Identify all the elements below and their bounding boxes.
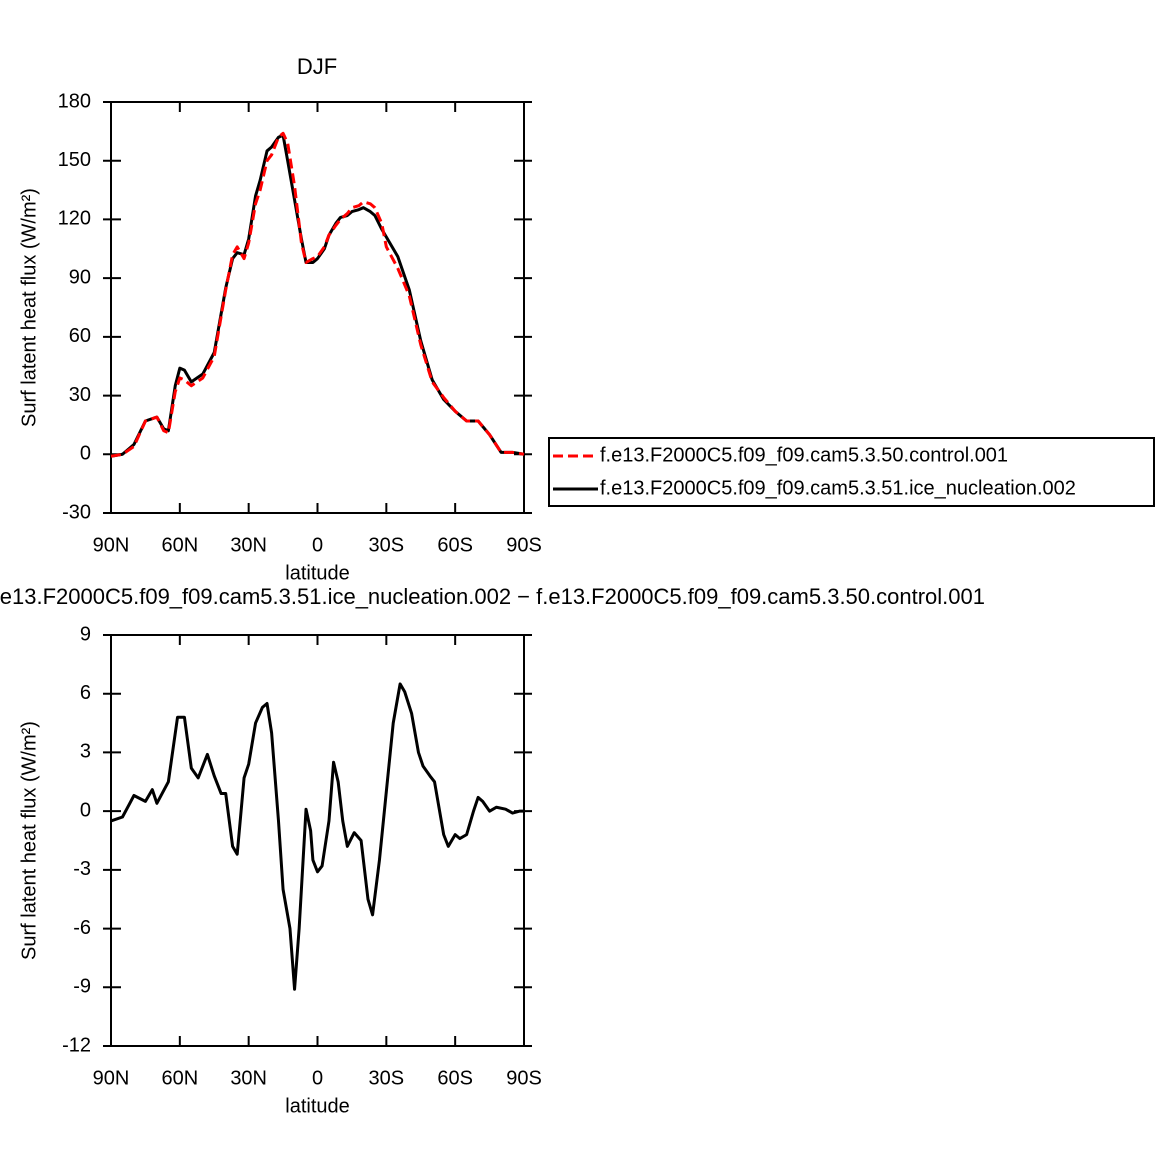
x-tick-label: 30S — [369, 1067, 405, 1089]
data-line — [110, 131, 525, 458]
y-tick-label: -12 — [62, 1034, 91, 1056]
y-axis-label: Surf latent heat flux (W/m²) — [18, 188, 40, 427]
x-tick-label: 60S — [437, 1067, 473, 1089]
y-tick-label: 0 — [80, 443, 91, 465]
x-tick-label: 30N — [230, 1067, 267, 1089]
x-tick-label: 60S — [437, 534, 473, 556]
x-tick-label: 90S — [506, 534, 542, 556]
y-tick-label: 120 — [58, 208, 91, 230]
x-tick-label: 90N — [93, 1067, 130, 1089]
y-tick-label: 9 — [80, 623, 91, 645]
data-line — [110, 682, 524, 991]
x-tick-label: 30N — [230, 534, 267, 556]
y-tick-label: 90 — [69, 266, 91, 288]
x-tick-label: 90S — [506, 1067, 542, 1089]
legend-label: f.e13.F2000C5.f09_f09.cam5.3.50.control.… — [600, 444, 1008, 466]
y-tick-label: -6 — [73, 917, 91, 939]
x-tick-label: 60N — [161, 1067, 198, 1089]
y-tick-label: 60 — [69, 325, 91, 347]
y-axis-label: Surf latent heat flux (W/m²) — [18, 721, 40, 960]
y-tick-label: 180 — [58, 90, 91, 112]
x-tick-label: 30S — [369, 534, 405, 556]
x-tick-label: 60N — [161, 534, 198, 556]
y-tick-label: -3 — [73, 858, 91, 880]
y-tick-label: 150 — [58, 149, 91, 171]
y-tick-label: 3 — [80, 741, 91, 763]
chart-title: DJF — [297, 54, 337, 79]
legend-label: f.e13.F2000C5.f09_f09.cam5.3.51.ice_nucl… — [600, 477, 1076, 499]
x-axis-label: latitude — [285, 562, 350, 584]
legend-box — [548, 437, 1155, 507]
y-tick-label: -9 — [73, 976, 91, 998]
x-tick-label: 90N — [93, 534, 130, 556]
x-tick-label: 0 — [312, 1067, 323, 1089]
y-tick-label: 6 — [80, 682, 91, 704]
y-tick-label: -30 — [62, 501, 91, 523]
chart-title: f.e13.F2000C5.f09_f09.cam5.3.51.ice_nucl… — [0, 584, 985, 609]
plot-frame — [110, 101, 525, 514]
plot-frame — [110, 634, 525, 1047]
x-axis-label: latitude — [285, 1095, 350, 1117]
y-tick-label: 0 — [80, 799, 91, 821]
y-tick-label: 30 — [69, 384, 91, 406]
x-tick-label: 0 — [312, 534, 323, 556]
